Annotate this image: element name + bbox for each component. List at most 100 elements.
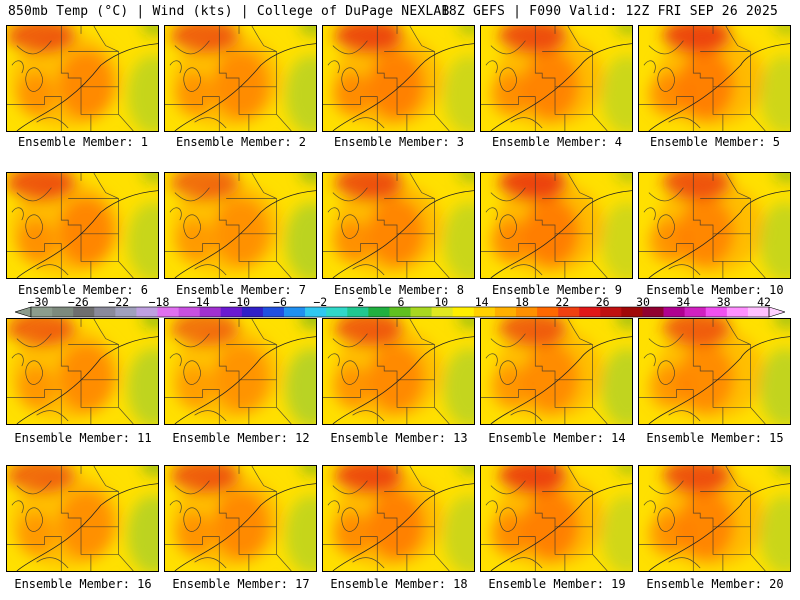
colorbar-segment [389, 307, 411, 317]
ensemble-member-map [480, 465, 633, 572]
colorbar-tick-label: 10 [434, 295, 449, 309]
ensemble-member-label: Ensemble Member: 3 [333, 135, 465, 149]
temperature-field [639, 466, 790, 571]
temperature-field [639, 173, 790, 278]
ensemble-member-label: Ensemble Member: 12 [172, 431, 310, 445]
temperature-field [165, 319, 316, 424]
colorbar-tick-label: −18 [148, 295, 170, 309]
temperature-field [481, 173, 632, 278]
ensemble-member-label: Ensemble Member: 10 [646, 283, 784, 297]
ensemble-member-label: Ensemble Member: 8 [333, 283, 465, 297]
temperature-field [7, 26, 158, 131]
ensemble-member-map [480, 172, 633, 279]
colorbar-segment [94, 307, 116, 317]
temperature-field [323, 173, 474, 278]
colorbar-tick-label: −30 [27, 295, 49, 309]
colorbar-tick-label: 2 [357, 295, 365, 309]
temperature-field [481, 26, 632, 131]
ensemble-member-label: Ensemble Member: 15 [646, 431, 784, 445]
map-title: 850mb Temp (°C) | Wind (kts) | College o… [8, 4, 450, 19]
colorbar-tick-label: −2 [313, 295, 328, 309]
colorbar-tick-label: 30 [636, 295, 650, 309]
colorbar-segment [220, 307, 243, 317]
ensemble-member-label: Ensemble Member: 16 [14, 577, 152, 591]
colorbar-segment [452, 307, 475, 317]
colorbar-segment [663, 307, 685, 317]
ensemble-member-map [638, 172, 791, 279]
colorbar-segment [537, 307, 559, 317]
temperature-field [639, 26, 790, 131]
colorbar-segment [284, 307, 306, 317]
colorbar-segment [684, 307, 707, 317]
colorbar-tick-label: −14 [188, 295, 210, 309]
colorbar-segment [494, 307, 517, 317]
ensemble-member-map [164, 172, 317, 279]
colorbar-segment [600, 307, 622, 317]
colorbar-tick-label: 38 [716, 295, 731, 309]
colorbar-segment [726, 307, 749, 317]
colorbar-segment [705, 307, 728, 317]
ensemble-member-map [638, 465, 791, 572]
colorbar-tick-label: 6 [397, 295, 405, 309]
colorbar-segment [515, 307, 538, 317]
ensemble-member-map [322, 318, 475, 425]
ensemble-member-label: Ensemble Member: 20 [646, 577, 784, 591]
temperature-field [7, 319, 158, 424]
temperature-field [481, 319, 632, 424]
ensemble-member-label: Ensemble Member: 4 [491, 135, 623, 149]
ensemble-member-map [322, 25, 475, 132]
temperature-field [323, 466, 474, 571]
colorbar-segment [178, 307, 200, 317]
valid-time: 18Z GEFS | F090 Valid: 12Z FRI SEP 26 20… [440, 4, 778, 19]
colorbar-segment [579, 307, 601, 317]
ensemble-member-map [164, 25, 317, 132]
ensemble-member-map [638, 318, 791, 425]
colorbar-max-arrow [768, 306, 785, 318]
colorbar-segment [410, 307, 432, 317]
ensemble-member-label: Ensemble Member: 11 [14, 431, 152, 445]
colorbar-segment [31, 307, 53, 317]
colorbar-segment [368, 307, 390, 317]
ensemble-member-label: Ensemble Member: 19 [488, 577, 626, 591]
temperature-field [7, 173, 158, 278]
temperature-colorbar [15, 306, 785, 318]
ensemble-member-map [6, 318, 159, 425]
ensemble-member-map [322, 172, 475, 279]
colorbar-segment [305, 307, 327, 317]
ensemble-member-label: Ensemble Member: 1 [17, 135, 149, 149]
ensemble-member-label: Ensemble Member: 17 [172, 577, 310, 591]
colorbar-outline [30, 306, 770, 318]
ensemble-member-label: Ensemble Member: 6 [17, 283, 149, 297]
colorbar-segment [115, 307, 137, 317]
colorbar-segment [747, 307, 770, 317]
colorbar-segment [642, 307, 664, 317]
ensemble-member-map [6, 172, 159, 279]
ensemble-member-label: Ensemble Member: 13 [330, 431, 468, 445]
ensemble-member-map [164, 465, 317, 572]
temperature-field [7, 466, 158, 571]
colorbar-tick-label: 42 [757, 295, 771, 309]
colorbar-tick-label: 34 [676, 295, 691, 309]
temperature-field [323, 26, 474, 131]
colorbar-tick-label: −10 [229, 295, 251, 309]
ensemble-member-map [6, 465, 159, 572]
temperature-field [323, 319, 474, 424]
ensemble-member-label: Ensemble Member: 14 [488, 431, 626, 445]
ensemble-member-map [6, 25, 159, 132]
colorbar-segment [241, 307, 264, 317]
colorbar-segment [431, 307, 454, 317]
colorbar-segment [326, 307, 348, 317]
colorbar-tick-label: 18 [515, 295, 529, 309]
ensemble-member-map [638, 25, 791, 132]
ensemble-member-map [480, 25, 633, 132]
temperature-field [639, 319, 790, 424]
colorbar-segment [347, 307, 369, 317]
colorbar-segment [199, 307, 222, 317]
ensemble-member-label: Ensemble Member: 5 [649, 135, 781, 149]
colorbar-segment [136, 307, 158, 317]
colorbar-segment [73, 307, 95, 317]
colorbar-tick-label: −6 [273, 295, 287, 309]
temperature-field [165, 26, 316, 131]
ensemble-member-map [480, 318, 633, 425]
ensemble-member-label: Ensemble Member: 7 [175, 283, 307, 297]
